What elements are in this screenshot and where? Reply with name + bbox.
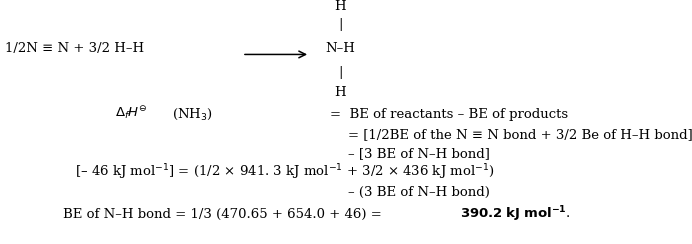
Text: H: H <box>334 86 346 99</box>
Text: $\Delta_f H^{\ominus}$: $\Delta_f H^{\ominus}$ <box>115 105 147 122</box>
Text: |: | <box>338 18 343 31</box>
Text: – (3 BE of N–H bond): – (3 BE of N–H bond) <box>348 186 490 199</box>
Text: [– 46 kJ mol$^{-1}$] = (1/2 × 941. 3 kJ mol$^{-1}$ + 3/2 × 436 kJ mol$^{-1}$): [– 46 kJ mol$^{-1}$] = (1/2 × 941. 3 kJ … <box>75 162 495 182</box>
Text: – [3 BE of N–H bond]: – [3 BE of N–H bond] <box>348 147 490 160</box>
Text: =  BE of reactants – BE of products: = BE of reactants – BE of products <box>330 108 568 121</box>
Text: N–H: N–H <box>325 42 355 55</box>
Text: 1/2N ≡ N + 3/2 H–H: 1/2N ≡ N + 3/2 H–H <box>5 42 144 55</box>
Text: (NH$_3$): (NH$_3$) <box>172 107 213 122</box>
Text: BE of N–H bond = 1/3 (470.65 + 654.0 + 46) =: BE of N–H bond = 1/3 (470.65 + 654.0 + 4… <box>63 208 386 221</box>
Text: |: | <box>338 66 343 79</box>
Text: = [1/2BE of the N ≡ N bond + 3/2 Be of H–H bond]: = [1/2BE of the N ≡ N bond + 3/2 Be of H… <box>348 128 692 141</box>
Text: $\mathbf{390.2}$ $\mathbf{kJ}$ $\mathbf{mol^{-1}}$.: $\mathbf{390.2}$ $\mathbf{kJ}$ $\mathbf{… <box>459 204 570 224</box>
Text: H: H <box>334 0 346 13</box>
